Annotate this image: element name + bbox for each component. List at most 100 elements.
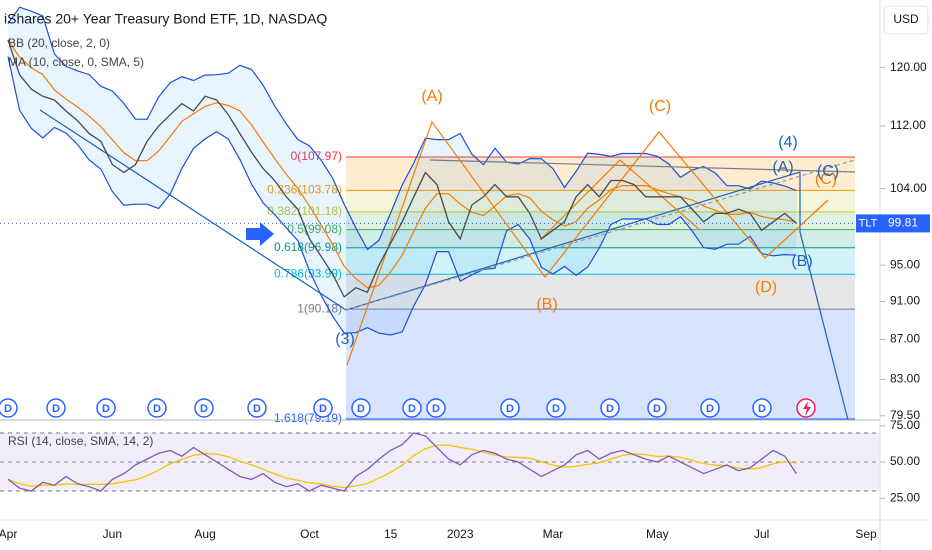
drawing-line bbox=[345, 159, 856, 311]
drawing-line bbox=[346, 120, 829, 366]
x-tick-label: Jul bbox=[754, 527, 769, 541]
wave-label: (3) bbox=[335, 331, 355, 348]
y-tick-label: 75.00 bbox=[890, 418, 920, 432]
wave-label: (B) bbox=[791, 253, 812, 270]
last-price-badge bbox=[880, 214, 930, 233]
fib-zone bbox=[346, 229, 855, 248]
dividend-label: D bbox=[552, 403, 560, 415]
dividend-label: D bbox=[319, 403, 327, 415]
wave-label: (D) bbox=[755, 279, 777, 296]
dividend-label: D bbox=[758, 403, 766, 415]
dividend-label: D bbox=[200, 403, 208, 415]
rsi-ma bbox=[7, 444, 797, 489]
dividend-label: D bbox=[408, 403, 416, 415]
dividend-marker bbox=[546, 398, 566, 418]
dividend-marker bbox=[147, 398, 167, 418]
wave-label: (B) bbox=[536, 296, 557, 313]
fib-label: 0.618(96.98) bbox=[274, 240, 342, 254]
dividend-marker bbox=[351, 398, 371, 418]
dividend-label: D bbox=[52, 403, 60, 415]
fib-label: 0.5(99.08) bbox=[287, 222, 342, 236]
last-price-label: 99.81 bbox=[888, 216, 918, 230]
fib-zone bbox=[346, 211, 855, 230]
y-tick-label: 87.00 bbox=[890, 332, 920, 346]
x-tick-label: 2023 bbox=[447, 527, 474, 541]
dividend-marker bbox=[46, 398, 66, 418]
fib-zone bbox=[346, 274, 855, 310]
drawing-line bbox=[429, 159, 856, 173]
fib-label: 0.382(101.18) bbox=[267, 204, 342, 218]
y-tick-label: 50.00 bbox=[890, 454, 920, 468]
fib-label: 1.618(79.19) bbox=[274, 411, 342, 425]
fib-label: 0(107.97) bbox=[291, 149, 342, 163]
dividend-marker bbox=[752, 398, 772, 418]
dividend-marker bbox=[247, 398, 267, 418]
x-tick-label: 15 bbox=[384, 527, 398, 541]
fib-label: 0.786(93.99) bbox=[274, 266, 342, 280]
dividend-label: D bbox=[706, 403, 714, 415]
price-line bbox=[7, 39, 797, 298]
x-tick-label: Jun bbox=[103, 527, 122, 541]
dividend-marker bbox=[96, 398, 116, 418]
dividend-label: D bbox=[506, 403, 514, 415]
indicator-label: MA (10, close, 0, SMA, 5) bbox=[8, 55, 144, 69]
dividend-marker bbox=[426, 398, 446, 418]
y-tick-label: 79.50 bbox=[890, 408, 920, 422]
x-tick-label: Mar bbox=[543, 527, 564, 541]
bb-upper bbox=[7, 6, 797, 251]
y-tick-label: 104.00 bbox=[890, 181, 927, 195]
fib-label: 0.236(103.78) bbox=[267, 183, 342, 197]
symbol-badge bbox=[856, 214, 880, 233]
dividend-label: D bbox=[432, 403, 440, 415]
wave-label: (C) bbox=[649, 98, 671, 115]
ma-line bbox=[7, 39, 797, 289]
dividend-marker bbox=[194, 398, 214, 418]
dividend-label: D bbox=[253, 403, 261, 415]
y-tick-label: 95.00 bbox=[890, 257, 920, 271]
dividend-label: D bbox=[606, 403, 614, 415]
x-tick-label: Oct bbox=[300, 527, 319, 541]
dividend-marker bbox=[647, 398, 667, 418]
wave-label: (4) bbox=[778, 134, 798, 151]
fib-zone bbox=[346, 190, 855, 212]
y-tick-label: 91.00 bbox=[890, 294, 920, 308]
currency-button[interactable] bbox=[883, 5, 929, 35]
indicator-label: BB (20, close, 2, 0) bbox=[8, 36, 110, 50]
symbol-label: TLT bbox=[859, 217, 878, 229]
dividend-label: D bbox=[102, 403, 110, 415]
dividend-label: D bbox=[653, 403, 661, 415]
wave-label: (A) bbox=[772, 159, 793, 176]
fib-zone bbox=[346, 309, 855, 420]
dividend-marker bbox=[600, 398, 620, 418]
arrow-icon bbox=[246, 222, 274, 246]
drawing-line bbox=[39, 109, 347, 311]
x-tick-label: May bbox=[646, 527, 669, 541]
dividend-marker bbox=[402, 398, 422, 418]
dividend-label: D bbox=[357, 403, 365, 415]
y-tick-label: 112.00 bbox=[890, 118, 926, 132]
drawing-line bbox=[539, 159, 701, 241]
x-tick-label: Sep bbox=[855, 527, 877, 541]
wave-label: (C) bbox=[817, 163, 839, 180]
wave-label: (A) bbox=[421, 88, 442, 105]
bb-fill bbox=[8, 7, 797, 335]
dividend-marker bbox=[313, 398, 333, 418]
y-tick-label: 120.00 bbox=[890, 60, 927, 74]
dividend-marker bbox=[0, 398, 18, 418]
indicator-label: RSI (14, close, SMA, 14, 2) bbox=[8, 434, 153, 448]
wave-label: (C) bbox=[815, 171, 837, 188]
bb-lower bbox=[7, 56, 797, 336]
currency-label[interactable]: USD bbox=[893, 12, 919, 26]
dividend-label: D bbox=[153, 403, 161, 415]
dividend-marker bbox=[700, 398, 720, 418]
x-tick-label: Apr bbox=[0, 527, 17, 541]
chart-title: iShares 20+ Year Treasury Bond ETF, 1D, … bbox=[4, 11, 327, 27]
rsi-line bbox=[7, 432, 797, 492]
event-icon bbox=[803, 401, 811, 416]
y-tick-label: 25.00 bbox=[890, 490, 920, 504]
y-tick-label: 83.00 bbox=[890, 371, 920, 385]
x-tick-label: Aug bbox=[194, 527, 215, 541]
dividend-marker bbox=[500, 398, 520, 418]
